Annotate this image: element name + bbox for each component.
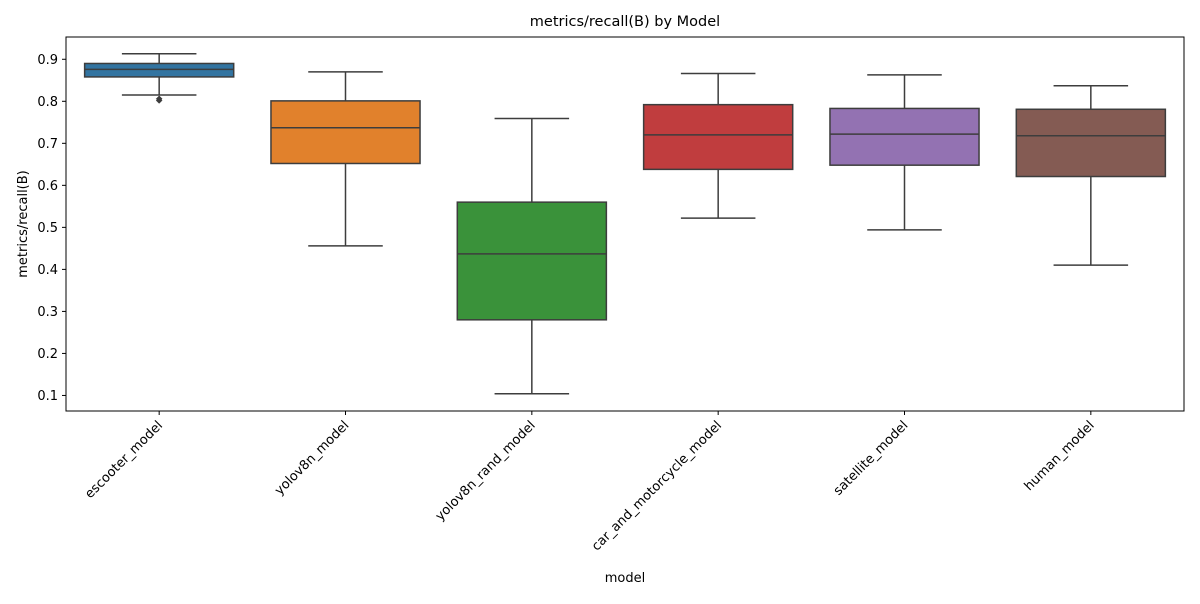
y-tick-label: 0.1 bbox=[37, 389, 58, 404]
x-tick-label: human_model bbox=[1022, 418, 1098, 494]
box-group-escooter_model bbox=[83, 53, 235, 104]
boxes-layer bbox=[83, 53, 1167, 395]
chart-title: metrics/recall(B) by Model bbox=[530, 14, 720, 30]
y-tick-label: 0.9 bbox=[37, 53, 58, 68]
box-group-yolov8n_model bbox=[270, 71, 421, 247]
y-axis: 0.1 0.2 0.3 0.4 0.5 0.6 0.7 0.8 0.9 bbox=[37, 53, 66, 404]
x-tick-label: satellite_model bbox=[831, 418, 911, 498]
y-tick-label: 0.4 bbox=[37, 263, 58, 278]
box-iqr bbox=[83, 62, 235, 78]
box-iqr bbox=[270, 100, 421, 165]
x-axis-label: model bbox=[605, 571, 645, 586]
box-group-satellite_model bbox=[829, 74, 980, 231]
y-tick-label: 0.7 bbox=[37, 137, 58, 152]
box-iqr bbox=[456, 201, 608, 321]
box-iqr bbox=[642, 103, 794, 171]
plot-area-frame bbox=[65, 36, 1185, 412]
y-tick-label: 0.6 bbox=[37, 179, 58, 194]
y-tick-label: 0.5 bbox=[37, 221, 58, 236]
box-group-yolov8n_rand_model bbox=[456, 117, 608, 395]
x-tick-label: car_and_motorcycle_model bbox=[589, 418, 725, 554]
x-tick-label: escooter_model bbox=[82, 418, 166, 502]
box-iqr bbox=[1015, 108, 1167, 178]
y-tick-label: 0.2 bbox=[37, 347, 58, 362]
box-iqr bbox=[829, 107, 980, 166]
outlier-point bbox=[155, 95, 163, 103]
x-tick-label: yolov8n_rand_model bbox=[433, 418, 539, 524]
x-tick-label: yolov8n_model bbox=[272, 418, 352, 498]
box-group-human_model bbox=[1015, 84, 1167, 266]
y-tick-label: 0.3 bbox=[37, 305, 58, 320]
y-axis-label: metrics/recall(B) bbox=[16, 170, 31, 277]
y-tick-label: 0.8 bbox=[37, 95, 58, 110]
box-group-car_and_motorcycle_model bbox=[642, 72, 794, 219]
x-axis: escooter_model yolov8n_model yolov8n_rand_… bbox=[82, 411, 1098, 554]
